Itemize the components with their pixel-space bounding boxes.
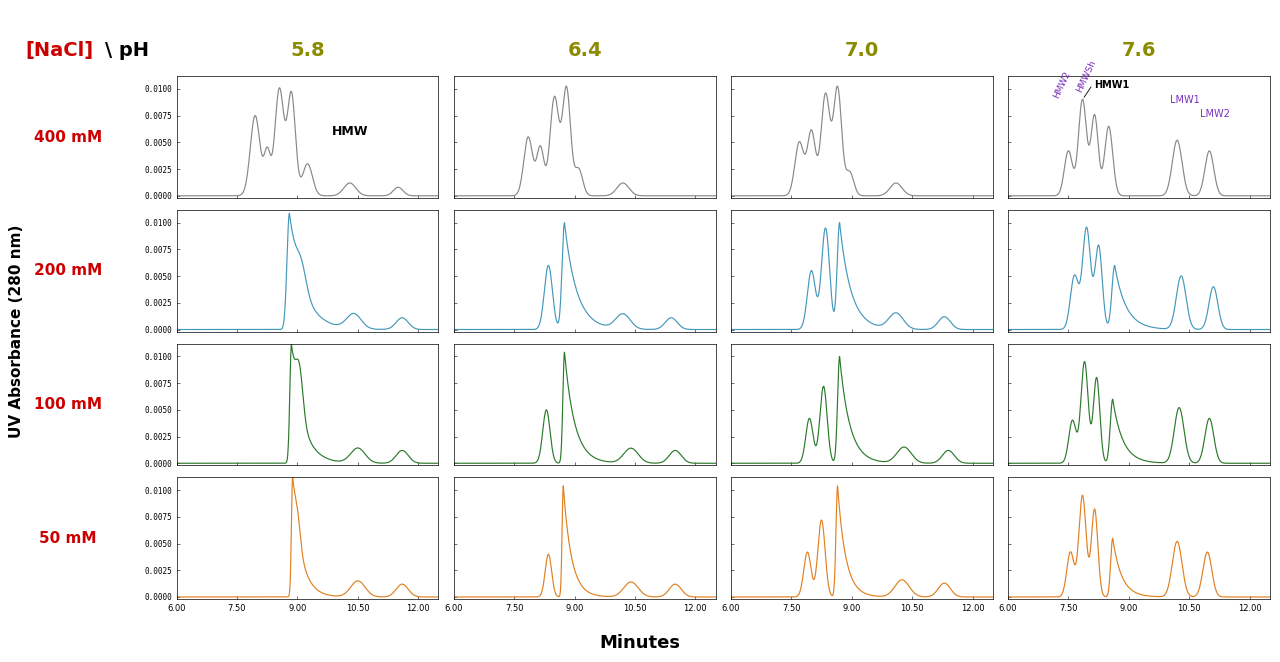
Text: HMWSh: HMWSh — [1075, 59, 1098, 94]
Text: 7.0: 7.0 — [845, 40, 879, 60]
Text: [NaCl]: [NaCl] — [26, 41, 93, 60]
Text: Minutes: Minutes — [599, 634, 681, 652]
Text: HMW: HMW — [332, 125, 369, 138]
Text: \ pH: \ pH — [105, 41, 148, 60]
Text: 100 mM: 100 mM — [33, 397, 102, 412]
Text: 50 mM: 50 mM — [40, 531, 96, 545]
Text: HMW2: HMW2 — [1052, 70, 1073, 100]
Text: LMW1: LMW1 — [1170, 95, 1201, 105]
Text: 6.4: 6.4 — [567, 40, 602, 60]
Text: UV Absorbance (280 nm): UV Absorbance (280 nm) — [9, 224, 24, 438]
Text: 5.8: 5.8 — [291, 40, 325, 60]
Text: LMW2: LMW2 — [1201, 109, 1230, 119]
Text: 7.6: 7.6 — [1121, 40, 1156, 60]
Text: 400 mM: 400 mM — [33, 130, 102, 144]
Text: 200 mM: 200 mM — [33, 263, 102, 278]
Text: HMW1: HMW1 — [1094, 79, 1130, 89]
